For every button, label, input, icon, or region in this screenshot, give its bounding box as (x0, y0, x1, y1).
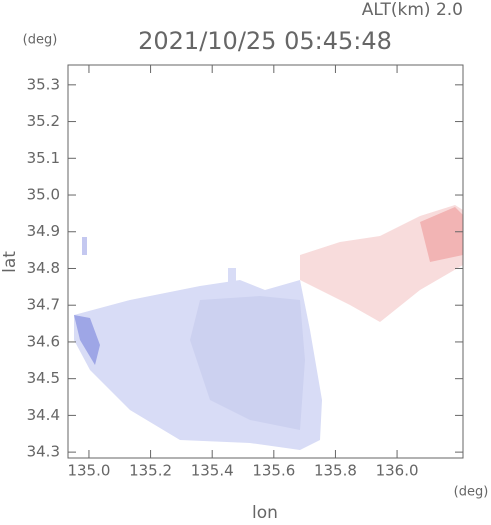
x-tick-label: 135.6 (252, 462, 295, 480)
y-axis-label: lat (0, 251, 20, 273)
y-tick-label: 35.3 (27, 75, 60, 93)
y-tick-label: 34.9 (27, 222, 60, 240)
y-tick-label: 34.4 (27, 406, 60, 424)
y-tick-label: 34.3 (27, 443, 60, 461)
x-tick-label: 135.4 (191, 462, 234, 480)
radar-field (74, 205, 463, 450)
blue-speck (82, 237, 87, 255)
red-echo-strong (420, 207, 463, 262)
x-tick-label: 136.0 (376, 462, 419, 480)
y-tick-label: 35.2 (27, 112, 60, 130)
altitude-label: ALT(km) 2.0 (362, 0, 463, 20)
blue-echo-core (190, 296, 305, 430)
x-tick-label: 135.0 (67, 462, 110, 480)
x-tick-label: 135.2 (129, 462, 172, 480)
y-tick-label: 35.0 (27, 186, 60, 204)
plot-frame (67, 64, 464, 459)
y-tick-label: 35.1 (27, 149, 60, 167)
y-tick-label: 34.7 (27, 296, 60, 314)
red-echo (300, 205, 463, 322)
y-tick-label: 34.5 (27, 369, 60, 387)
blue-speck (228, 268, 236, 288)
chart-title: 2021/10/25 05:45:48 (138, 27, 392, 55)
x-tick-label: 135.8 (314, 462, 357, 480)
blue-echo-strong (74, 315, 100, 365)
y-tick-label: 34.6 (27, 332, 60, 350)
y-unit: (deg) (23, 33, 58, 48)
x-axis-label: lon (252, 503, 278, 521)
y-tick-label: 34.8 (27, 259, 60, 277)
x-unit: (deg) (454, 485, 489, 500)
